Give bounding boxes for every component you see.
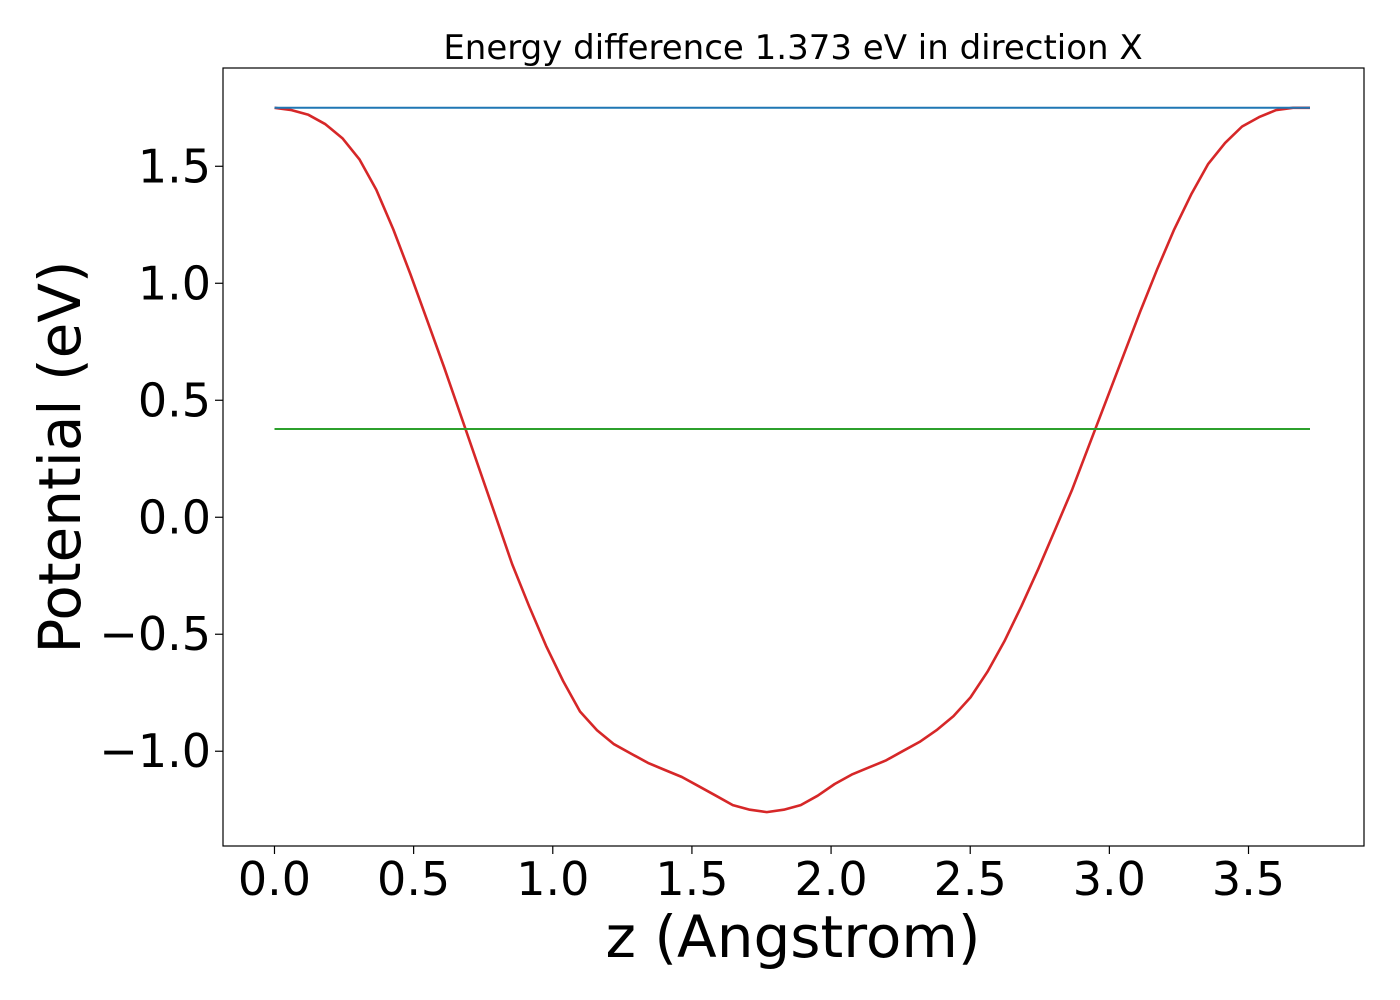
x-axis-label: z (Angstrom) (606, 903, 981, 971)
x-axis-ticks: 0.0 0.5 1.0 1.5 2.0 2.5 3.0 3.5 (238, 846, 1285, 906)
y-tick-label: −0.5 (99, 607, 211, 661)
plot-frame (222, 67, 1365, 847)
x-tick-label: 0.0 (238, 852, 311, 906)
y-axis-ticks: −1.0 −0.5 0.0 0.5 1.0 1.5 (99, 139, 223, 778)
x-tick-label: 2.5 (934, 852, 1007, 906)
y-tick-label: 0.5 (138, 373, 211, 427)
y-tick-label: 0.0 (138, 490, 211, 544)
x-tick-label: 2.0 (794, 852, 867, 906)
series-layer (274, 106, 1310, 814)
y-axis-label: Potential (eV) (26, 260, 94, 653)
x-tick-label: 0.5 (377, 852, 450, 906)
plot-area (223, 68, 1364, 846)
chart-title: Energy difference 1.373 eV in direction … (443, 28, 1142, 68)
x-tick-label: 3.5 (1212, 852, 1285, 906)
y-tick-label: 1.0 (138, 256, 211, 310)
x-tick-label: 3.0 (1073, 852, 1146, 906)
series-line-1 (274, 106, 1310, 814)
x-tick-label: 1.5 (655, 852, 728, 906)
y-tick-label: 1.5 (138, 139, 211, 193)
x-tick-label: 1.0 (516, 852, 589, 906)
y-tick-label: −1.0 (99, 724, 211, 778)
